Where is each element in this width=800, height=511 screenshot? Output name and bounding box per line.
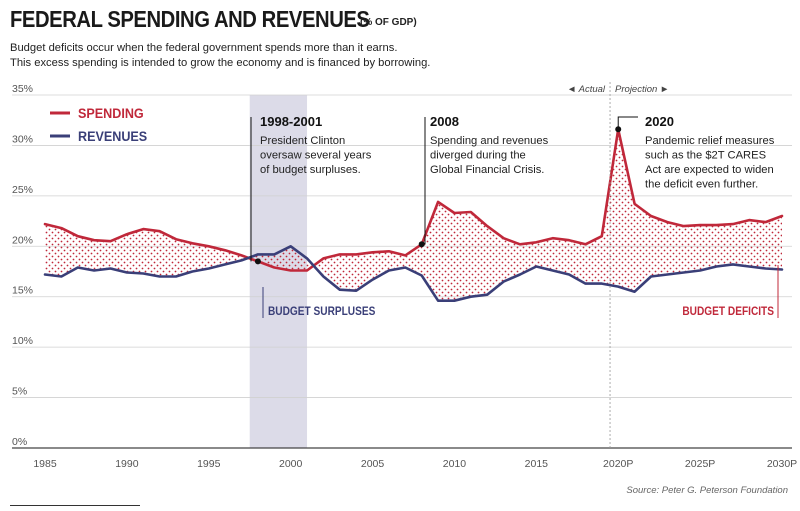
actual-label: ◄ Actual	[567, 84, 606, 95]
y-tick-label: 25%	[12, 184, 33, 196]
y-tick-label: 15%	[12, 285, 33, 297]
annotation-text: of budget surpluses.	[260, 164, 361, 176]
subtitle-line-2: This excess spending is intended to grow…	[10, 57, 431, 69]
x-tick-label: 2015	[525, 458, 549, 470]
annotation-text: Pandemic relief measures	[645, 135, 775, 147]
annotation-dot	[615, 126, 622, 133]
annotation-title: 1998-2001	[260, 114, 322, 129]
title-row: FEDERAL SPENDING AND REVENUES (% OF GDP)	[10, 6, 419, 33]
x-tick-label: 2005	[361, 458, 385, 470]
annotation-leader	[617, 116, 638, 130]
x-tick-label: 2025P	[685, 458, 715, 470]
x-tick-label: 1995	[197, 458, 221, 470]
y-tick-label: 10%	[12, 335, 33, 347]
y-tick-label: 20%	[12, 234, 33, 246]
y-tick-label: 5%	[12, 386, 27, 398]
legend-label-spending: SPENDING	[78, 105, 144, 121]
projection-label: Projection ►	[615, 84, 669, 95]
y-tick-label: 30%	[12, 133, 33, 145]
x-tick-label: 2010	[443, 458, 467, 470]
annotation-text: Act are expected to widen	[645, 164, 774, 176]
budget-surpluses-label: BUDGET SURPLUSES	[268, 305, 375, 318]
legend-label-revenues: REVENUES	[78, 128, 147, 144]
revenues-line	[43, 245, 784, 302]
annotation-text: Spending and revenues	[430, 135, 549, 147]
x-tick-label: 2000	[279, 458, 303, 470]
bottom-rule	[10, 505, 140, 506]
y-tick-label: 0%	[12, 436, 27, 448]
y-tick-label: 35%	[12, 83, 33, 95]
budget-deficits-label: BUDGET DEFICITS	[682, 305, 774, 318]
annotation-text: the deficit even further.	[645, 179, 758, 191]
spending-line	[43, 128, 784, 272]
x-tick-label: 1985	[33, 458, 57, 470]
x-tick-label: 2030P	[767, 458, 797, 470]
annotation-dot	[418, 241, 425, 248]
chart-title-unit: (% OF GDP)	[360, 17, 417, 28]
annotation-text: oversaw several years	[260, 150, 372, 162]
annotation-text: President Clinton	[260, 135, 345, 147]
chart-subtitle: Budget deficits occur when the federal g…	[10, 41, 430, 71]
annotation-dot	[254, 258, 261, 265]
gap-fill	[45, 129, 782, 301]
annotation-text: diverged during the	[430, 150, 526, 162]
annotation-title: 2020	[645, 114, 674, 129]
annotation-title: 2008	[430, 114, 459, 129]
x-tick-label: 1990	[115, 458, 139, 470]
source-note: Source: Peter G. Peterson Foundation	[626, 485, 788, 496]
annotation-text: Global Financial Crisis.	[430, 164, 544, 176]
subtitle-line-1: Budget deficits occur when the federal g…	[10, 42, 398, 54]
chart-title: FEDERAL SPENDING AND REVENUES	[10, 6, 370, 32]
x-tick-label: 2020P	[603, 458, 633, 470]
annotation-text: such as the $2T CARES	[645, 150, 766, 162]
